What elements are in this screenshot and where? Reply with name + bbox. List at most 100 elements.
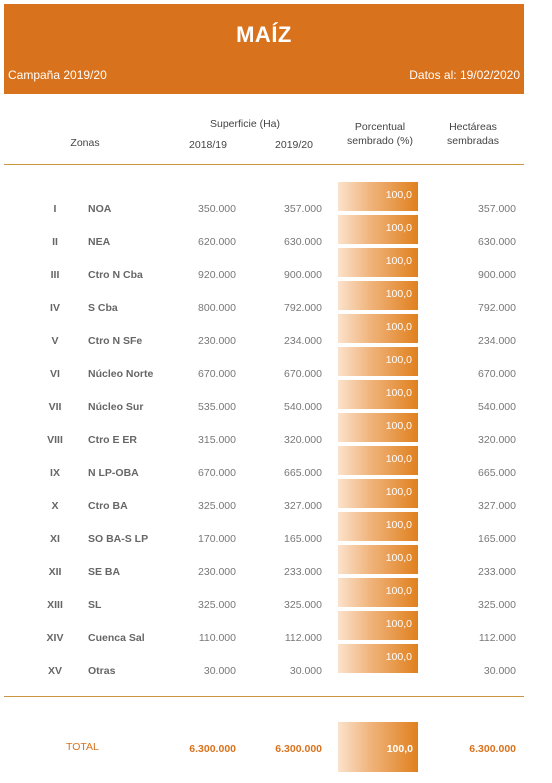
zone-number: XIV xyxy=(46,632,64,644)
area-2019-20: 234.000 xyxy=(284,335,322,347)
zone-number: X xyxy=(51,500,59,512)
area-2019-20: 665.000 xyxy=(284,467,322,479)
area-2018-19: 535.000 xyxy=(198,401,236,413)
percentage-cell: 100,0 xyxy=(338,248,418,277)
col-header-porcentual-line2: sembrado (%) xyxy=(347,135,413,147)
hectares-sown: 357.000 xyxy=(478,203,516,215)
hectares-sown: 327.000 xyxy=(478,500,516,512)
percentage-cell: 100,0 xyxy=(338,446,418,475)
zone-name: NOA xyxy=(88,203,112,215)
area-2018-19: 350.000 xyxy=(198,203,236,215)
hectares-sown: 320.000 xyxy=(478,434,516,446)
zone-name: SL xyxy=(88,599,102,611)
zone-name: SE BA xyxy=(88,566,121,578)
percentage-value: 100,0 xyxy=(385,453,412,465)
area-2018-19: 230.000 xyxy=(198,335,236,347)
zone-name: NEA xyxy=(88,236,111,248)
percentage-value: 100,0 xyxy=(385,255,412,267)
total-percentage: 100,0 xyxy=(386,743,413,755)
zone-number: VI xyxy=(50,368,60,380)
percentage-value: 100,0 xyxy=(385,321,412,333)
percentage-cell: 100,0 xyxy=(338,215,418,244)
col-header-porcentual-line1: Porcentual xyxy=(354,121,406,133)
percentage-cell: 100,0 xyxy=(338,380,418,409)
area-2019-20: 540.000 xyxy=(284,401,322,413)
hectares-sown: 665.000 xyxy=(478,467,516,479)
percentage-value: 100,0 xyxy=(385,618,412,630)
table-row: VI Núcleo Norte 670.000 670.000 100,0 670.000 xyxy=(0,347,552,387)
area-2018-19: 170.000 xyxy=(198,533,236,545)
percentage-cell: 100,0 xyxy=(338,182,418,211)
percentage-cell: 100,0 xyxy=(338,578,418,607)
percentage-cell: 100,0 xyxy=(338,644,418,673)
zone-name: Ctro E ER xyxy=(88,434,138,446)
zone-name: S Cba xyxy=(88,302,118,314)
area-2018-19: 670.000 xyxy=(198,368,236,380)
zone-number: IX xyxy=(50,467,60,479)
zone-number: XII xyxy=(48,566,62,578)
table-row: I NOA 350.000 357.000 100,0 357.000 xyxy=(0,182,552,222)
area-2019-20: 233.000 xyxy=(284,566,322,578)
total-2019-20: 6.300.000 xyxy=(275,743,322,755)
area-2018-19: 110.000 xyxy=(198,632,236,644)
table-row: VIII Ctro E ER 315.000 320.000 100,0 320.000 xyxy=(0,413,552,453)
col-header-hectareas: Hectáreas sembradas xyxy=(428,120,518,148)
percentage-value: 100,0 xyxy=(385,651,412,663)
percentage-cell: 100,0 xyxy=(338,545,418,574)
zone-name: Cuenca Sal xyxy=(88,632,145,644)
col-header-superficie: Superficie (Ha) xyxy=(209,118,281,130)
table-row: XII SE BA 230.000 233.000 100,0 233.000 xyxy=(0,545,552,585)
table-row: V Ctro N SFe 230.000 234.000 100,0 234.000 xyxy=(0,314,552,354)
percentage-cell: 100,0 xyxy=(338,314,418,343)
report-title: MAÍZ xyxy=(236,22,292,47)
header-divider xyxy=(4,164,524,165)
area-2018-19: 920.000 xyxy=(198,269,236,281)
col-header-porcentual: Porcentual sembrado (%) xyxy=(335,120,425,148)
hectares-sown: 792.000 xyxy=(478,302,516,314)
zone-number: XI xyxy=(50,533,60,545)
zone-name: SO BA-S LP xyxy=(88,533,149,545)
hectares-sown: 233.000 xyxy=(478,566,516,578)
zone-number: II xyxy=(52,236,58,248)
total-2018-19: 6.300.000 xyxy=(189,743,236,755)
area-2018-19: 30.000 xyxy=(203,665,236,677)
table-row: XIV Cuenca Sal 110.000 112.000 100,0 112.000 xyxy=(0,611,552,651)
zone-number: I xyxy=(53,203,57,215)
area-2019-20: 112.000 xyxy=(284,632,322,644)
report-header: MAÍZ Campaña 2019/20 Datos al: 19/02/202… xyxy=(4,4,524,94)
zone-number: III xyxy=(50,269,60,281)
col-header-2019-20: 2019/20 xyxy=(275,139,313,151)
hectares-sown: 112.000 xyxy=(478,632,516,644)
percentage-value: 100,0 xyxy=(385,585,412,597)
table-row: XV Otras 30.000 30.000 100,0 30.000 xyxy=(0,644,552,684)
area-2019-20: 325.000 xyxy=(284,599,322,611)
total-row: TOTAL 6.300.000 6.300.000 100,0 6.300.00… xyxy=(0,722,552,772)
hectares-sown: 540.000 xyxy=(478,401,516,413)
area-2019-20: 320.000 xyxy=(284,434,322,446)
zone-name: Núcleo Sur xyxy=(88,401,144,413)
percentage-cell: 100,0 xyxy=(338,413,418,442)
table-row: IX N LP-OBA 670.000 665.000 100,0 665.000 xyxy=(0,446,552,486)
area-2019-20: 630.000 xyxy=(284,236,322,248)
col-header-hectareas-line1: Hectáreas xyxy=(449,121,497,133)
zone-number: VII xyxy=(48,401,62,413)
col-header-2018-19: 2018/19 xyxy=(189,139,227,151)
area-2018-19: 230.000 xyxy=(198,566,236,578)
table-row: II NEA 620.000 630.000 100,0 630.000 xyxy=(0,215,552,255)
total-divider xyxy=(4,696,524,697)
campaign-label: Campaña 2019/20 xyxy=(8,68,107,82)
percentage-value: 100,0 xyxy=(385,552,412,564)
zone-name: Ctro N Cba xyxy=(88,269,143,281)
table-row: X Ctro BA 325.000 327.000 100,0 327.000 xyxy=(0,479,552,519)
area-2018-19: 670.000 xyxy=(198,467,236,479)
total-percentage-cell: 100,0 xyxy=(338,722,418,772)
zone-name: Ctro N SFe xyxy=(88,335,143,347)
percentage-cell: 100,0 xyxy=(338,479,418,508)
table-row: XI SO BA-S LP 170.000 165.000 100,0 165.000 xyxy=(0,512,552,552)
percentage-value: 100,0 xyxy=(385,288,412,300)
col-header-zonas: Zonas xyxy=(70,137,100,149)
data-date-label: Datos al: 19/02/2020 xyxy=(409,68,520,82)
area-2019-20: 792.000 xyxy=(284,302,322,314)
table-row: III Ctro N Cba 920.000 900.000 100,0 900.000 xyxy=(0,248,552,288)
percentage-cell: 100,0 xyxy=(338,512,418,541)
